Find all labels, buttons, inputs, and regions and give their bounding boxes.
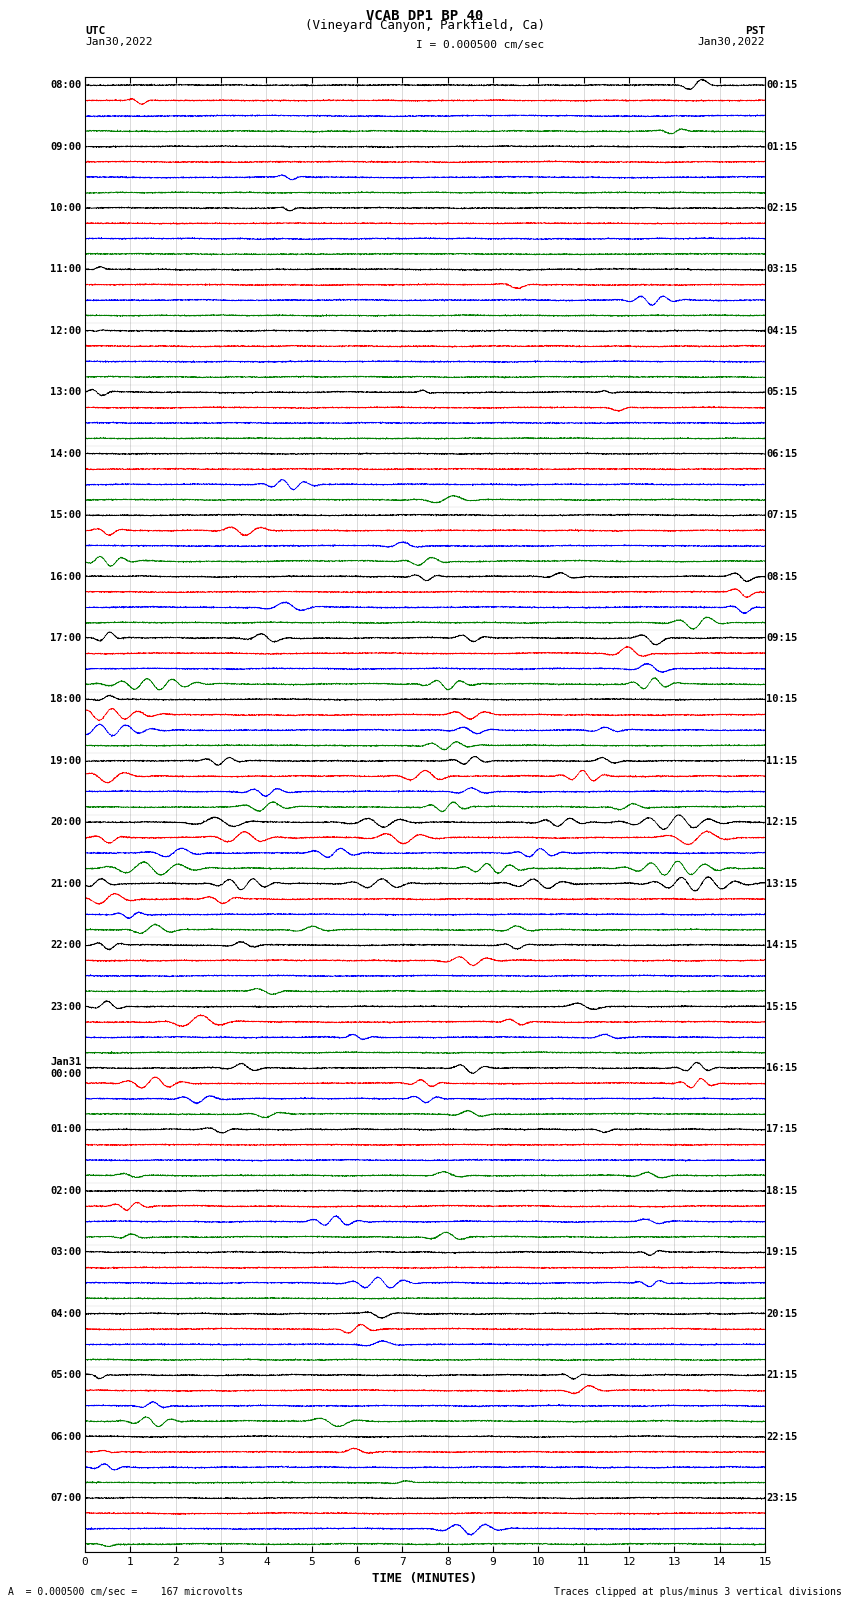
Text: PST: PST — [745, 26, 765, 35]
Text: 11:00: 11:00 — [50, 265, 82, 274]
Text: 22:00: 22:00 — [50, 940, 82, 950]
Text: 18:15: 18:15 — [767, 1186, 797, 1195]
Text: 22:15: 22:15 — [767, 1431, 797, 1442]
Text: 02:15: 02:15 — [767, 203, 797, 213]
Text: 06:15: 06:15 — [767, 448, 797, 458]
Text: 10:00: 10:00 — [50, 203, 82, 213]
Text: Jan30,2022: Jan30,2022 — [85, 37, 152, 47]
Text: Jan31
00:00: Jan31 00:00 — [50, 1057, 82, 1079]
Text: 12:15: 12:15 — [767, 818, 797, 827]
Text: 17:00: 17:00 — [50, 632, 82, 644]
Text: 09:00: 09:00 — [50, 142, 82, 152]
Text: 20:00: 20:00 — [50, 818, 82, 827]
Text: (Vineyard Canyon, Parkfield, Ca): (Vineyard Canyon, Parkfield, Ca) — [305, 18, 545, 32]
X-axis label: TIME (MINUTES): TIME (MINUTES) — [372, 1573, 478, 1586]
Text: 06:00: 06:00 — [50, 1431, 82, 1442]
Text: 20:15: 20:15 — [767, 1308, 797, 1319]
Text: Traces clipped at plus/minus 3 vertical divisions: Traces clipped at plus/minus 3 vertical … — [553, 1587, 842, 1597]
Text: 18:00: 18:00 — [50, 694, 82, 705]
Text: 07:15: 07:15 — [767, 510, 797, 519]
Text: 21:15: 21:15 — [767, 1369, 797, 1381]
Text: 10:15: 10:15 — [767, 694, 797, 705]
Text: 14:00: 14:00 — [50, 448, 82, 458]
Text: 04:00: 04:00 — [50, 1308, 82, 1319]
Text: 21:00: 21:00 — [50, 879, 82, 889]
Text: 19:00: 19:00 — [50, 756, 82, 766]
Text: 08:15: 08:15 — [767, 571, 797, 582]
Text: I = 0.000500 cm/sec: I = 0.000500 cm/sec — [416, 40, 545, 50]
Text: 05:15: 05:15 — [767, 387, 797, 397]
Text: 00:15: 00:15 — [767, 81, 797, 90]
Text: 11:15: 11:15 — [767, 756, 797, 766]
Text: 17:15: 17:15 — [767, 1124, 797, 1134]
Text: 12:00: 12:00 — [50, 326, 82, 336]
Text: 03:00: 03:00 — [50, 1247, 82, 1257]
Text: 16:15: 16:15 — [767, 1063, 797, 1073]
Text: 16:00: 16:00 — [50, 571, 82, 582]
Text: Jan30,2022: Jan30,2022 — [698, 37, 765, 47]
Text: 13:15: 13:15 — [767, 879, 797, 889]
Text: 01:00: 01:00 — [50, 1124, 82, 1134]
Text: 14:15: 14:15 — [767, 940, 797, 950]
Text: 19:15: 19:15 — [767, 1247, 797, 1257]
Text: 09:15: 09:15 — [767, 632, 797, 644]
Text: 23:00: 23:00 — [50, 1002, 82, 1011]
Text: 07:00: 07:00 — [50, 1494, 82, 1503]
Text: VCAB DP1 BP 40: VCAB DP1 BP 40 — [366, 10, 484, 23]
Text: 13:00: 13:00 — [50, 387, 82, 397]
Text: A  = 0.000500 cm/sec =    167 microvolts: A = 0.000500 cm/sec = 167 microvolts — [8, 1587, 243, 1597]
Text: 08:00: 08:00 — [50, 81, 82, 90]
Text: 15:00: 15:00 — [50, 510, 82, 519]
Text: 02:00: 02:00 — [50, 1186, 82, 1195]
Text: 23:15: 23:15 — [767, 1494, 797, 1503]
Text: UTC: UTC — [85, 26, 105, 35]
Text: 04:15: 04:15 — [767, 326, 797, 336]
Text: 03:15: 03:15 — [767, 265, 797, 274]
Text: 01:15: 01:15 — [767, 142, 797, 152]
Text: 05:00: 05:00 — [50, 1369, 82, 1381]
Text: 15:15: 15:15 — [767, 1002, 797, 1011]
